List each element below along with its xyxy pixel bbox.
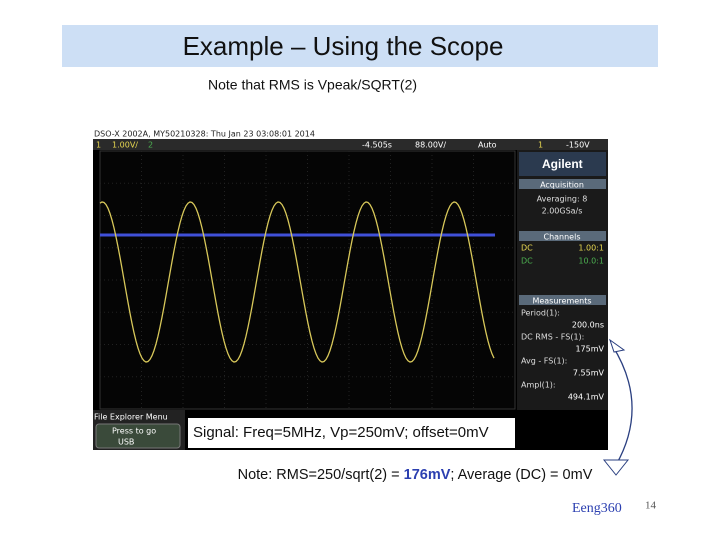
status-text: 88.00V/ (415, 141, 446, 150)
arrow-head (602, 459, 630, 476)
meas-value: 200.0ns (572, 321, 604, 330)
meas-label: Period(1): (521, 309, 560, 318)
brand-box (519, 152, 606, 176)
acq-line: 2.00GSa/s (542, 207, 583, 216)
meas-title: Measurements (532, 297, 591, 306)
status-text: Auto (478, 141, 497, 150)
chan-title: Channels (543, 233, 580, 242)
meas-label: Ampl(1): (521, 381, 556, 390)
status-text: -150V (566, 141, 590, 150)
meas-value: 494.1mV (568, 393, 605, 402)
panel-head (519, 231, 606, 241)
arrow-head (609, 338, 626, 353)
status-text: 1 (96, 141, 101, 150)
brand: Agilent (542, 157, 583, 171)
note: Note that RMS is Vpeak/SQRT(2) (208, 77, 417, 93)
menu-button-text: Press to go (112, 427, 156, 436)
measurements: Period(1): 200.0ns DC RMS - FS(1): 175mV Avg… (521, 309, 605, 402)
page-number: 14 (645, 500, 657, 512)
panel-head (519, 295, 606, 305)
chan-probe: 10.0:1 (578, 257, 604, 266)
chan-coupling: DC (521, 257, 533, 266)
meas-label: Avg - FS(1): (521, 357, 567, 366)
side-panel (517, 150, 608, 410)
meas-value: 7.55mV (573, 369, 605, 378)
scope-top-bar (93, 128, 608, 139)
meas-value: 175mV (575, 345, 604, 354)
channel1-trace (99, 201, 495, 363)
acq-line: Averaging: 8 (537, 195, 588, 204)
panel-head (519, 179, 606, 189)
footer-course: Eeng360 (572, 501, 622, 516)
status-text: 1.00V/ (112, 141, 138, 150)
status-text: 2 (148, 141, 153, 150)
caption-box (188, 418, 515, 448)
meas-label: DC RMS - FS(1): (521, 333, 584, 342)
bottom-note-highlight: 176mV (404, 467, 451, 483)
acq-title: Acquisition (540, 181, 584, 190)
slide-title: Example – Using the Scope (183, 31, 504, 61)
chan-coupling: DC (521, 244, 533, 253)
bottom-note-part: Note: RMS=250/sqrt(2) = (238, 467, 404, 483)
scope-grid (100, 151, 515, 409)
status-text: 1 (538, 141, 543, 150)
menu-title: File Explorer Menu (94, 413, 168, 422)
menu-button-text: USB (118, 438, 134, 447)
scope-top-text: DSO-X 2002A, MY50210328: Thu Jan 23 03:0… (94, 130, 315, 139)
status-group: 1 1.00V/2 -4.505s 88.00V/Auto 1 -150V (96, 141, 590, 150)
caption: Signal: Freq=5MHz, Vp=250mV; offset=0mV (193, 424, 489, 441)
chan-probe: 1.00:1 (578, 244, 604, 253)
bottom-note-part: ; Average (DC) = 0mV (450, 467, 592, 483)
scope-status-bar (93, 139, 608, 150)
menu-button (95, 423, 181, 449)
title-band (62, 25, 658, 67)
bottom-note: Note: RMS=250/sqrt(2) = 176mV; Average (… (238, 467, 593, 483)
arrow (611, 344, 633, 466)
status-text: -4.505s (362, 141, 392, 150)
